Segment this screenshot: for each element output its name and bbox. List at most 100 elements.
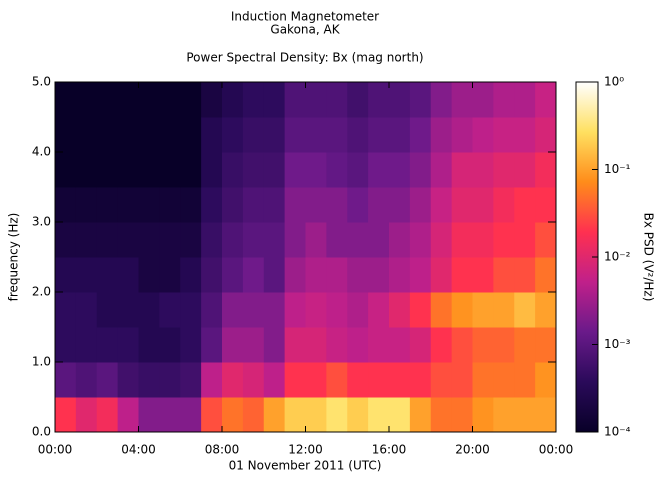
cell [284, 117, 306, 153]
cell [96, 152, 119, 188]
cell [55, 362, 77, 398]
cell [409, 257, 432, 293]
cell [493, 152, 515, 188]
cell [368, 327, 390, 363]
cell [326, 327, 348, 363]
cell [75, 362, 98, 398]
cell [493, 117, 515, 153]
cell [389, 117, 411, 153]
cell [305, 82, 327, 118]
cell [514, 292, 536, 328]
cell [159, 82, 181, 118]
cell [305, 257, 327, 293]
cell [472, 292, 494, 328]
cell [138, 187, 160, 223]
cell [430, 117, 453, 153]
cell [180, 327, 202, 363]
cell [180, 82, 202, 118]
cell [75, 222, 98, 258]
cell [201, 187, 223, 223]
cell [180, 152, 202, 188]
cell [75, 82, 98, 118]
cell [409, 222, 432, 258]
cell [159, 362, 181, 398]
colorbar-tick-label: 10⁻³ [604, 337, 631, 351]
cell [430, 187, 453, 223]
cell [222, 362, 244, 398]
cell [284, 397, 306, 433]
cell [347, 117, 369, 153]
cell [514, 257, 536, 293]
cell [263, 117, 286, 153]
cell [347, 362, 369, 398]
cell [535, 222, 557, 258]
cell [535, 117, 557, 153]
cell [263, 397, 286, 433]
cell [326, 222, 348, 258]
cell [55, 292, 77, 328]
cell [75, 397, 98, 433]
cell [409, 117, 432, 153]
cell [535, 362, 557, 398]
y-tick-label: 1.0 [32, 355, 51, 369]
colorbar-tick-label: 10⁻² [604, 250, 631, 264]
x-tick-label: 12:00 [288, 443, 323, 457]
cell [222, 152, 244, 188]
cell [535, 397, 557, 433]
y-tick-label: 4.0 [32, 145, 51, 159]
cell [117, 397, 139, 433]
cell [326, 362, 348, 398]
cell [263, 222, 286, 258]
cell [451, 222, 473, 258]
cell [180, 292, 202, 328]
heatmap [55, 82, 557, 433]
cell [535, 327, 557, 363]
cell [55, 152, 77, 188]
cell [347, 327, 369, 363]
cell [409, 187, 432, 223]
cell [430, 327, 453, 363]
cell [368, 187, 390, 223]
cell [368, 82, 390, 118]
cell [201, 327, 223, 363]
cell [389, 257, 411, 293]
cell [409, 397, 432, 433]
cell [368, 292, 390, 328]
cell [242, 397, 265, 433]
x-tick-label: 16:00 [372, 443, 407, 457]
cell [201, 117, 223, 153]
cell [430, 152, 453, 188]
cell [55, 397, 77, 433]
cell [389, 397, 411, 433]
cell [347, 82, 369, 118]
cell [284, 82, 306, 118]
cell [55, 222, 77, 258]
colorbar-tick-label: 10⁰ [604, 75, 624, 89]
cell [138, 397, 160, 433]
cell [117, 152, 139, 188]
cell [75, 152, 98, 188]
cell [96, 187, 119, 223]
cell [514, 117, 536, 153]
cell [451, 257, 473, 293]
cell [514, 327, 536, 363]
cell [201, 362, 223, 398]
cell [514, 187, 536, 223]
cell [514, 152, 536, 188]
cell [242, 292, 265, 328]
cell [326, 152, 348, 188]
cell [242, 257, 265, 293]
cell [96, 117, 119, 153]
cell [472, 222, 494, 258]
cell [263, 187, 286, 223]
cell [305, 362, 327, 398]
chart-subtitle: Gakona, AK [270, 23, 340, 37]
cell [326, 117, 348, 153]
cell [305, 397, 327, 433]
cell [159, 117, 181, 153]
y-axis-label: frequency (Hz) [7, 213, 21, 302]
cell [117, 117, 139, 153]
cell [493, 222, 515, 258]
cell [347, 292, 369, 328]
